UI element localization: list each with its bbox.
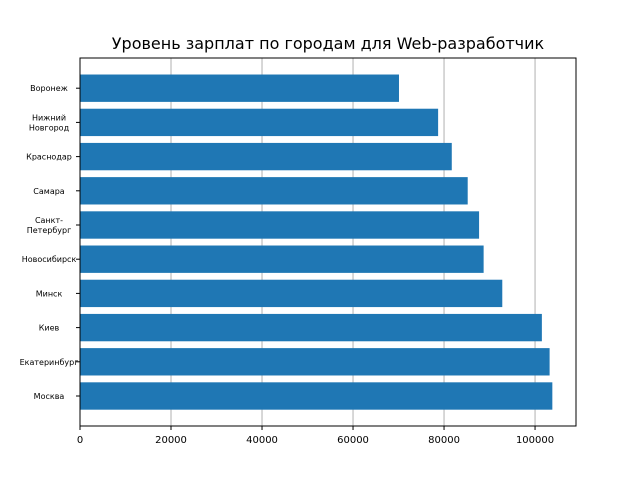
x-axis-ticks: 0 20000 40000 60000 80000 100000 xyxy=(77,426,554,446)
y-tick-label: Екатеринбург xyxy=(20,358,79,367)
y-tick-label: Минск xyxy=(36,289,63,298)
y-tick-label: Воронеж xyxy=(30,84,68,93)
y-tick-label: Самара xyxy=(33,187,65,196)
y-tick-label: Киев xyxy=(39,324,60,333)
bar xyxy=(80,74,399,102)
x-tick-label: 20000 xyxy=(155,435,187,446)
bar xyxy=(80,177,468,205)
x-tick-label: 60000 xyxy=(337,435,369,446)
plot-frame xyxy=(79,57,577,427)
y-tick-label: Нижний Новгород xyxy=(29,113,70,132)
y-tick-label: Москва xyxy=(34,392,65,401)
y-tick-label: Новосибирск xyxy=(22,255,77,264)
bar xyxy=(80,142,452,171)
bar xyxy=(80,348,550,376)
y-tick-label: Санкт-Петербург xyxy=(27,216,72,235)
bar xyxy=(80,313,542,342)
bar xyxy=(80,245,484,273)
bar xyxy=(80,279,503,308)
bar xyxy=(80,211,480,239)
x-tick-label: 40000 xyxy=(246,435,278,446)
x-tick-label: 80000 xyxy=(428,435,460,446)
x-tick-label: 100000 xyxy=(516,435,554,446)
bar xyxy=(80,108,439,137)
y-axis-ticks: Москва Екатеринбург Киев Минск Новосибирск Са… xyxy=(20,84,80,401)
chart-title: Уровень зарплат по городам для Web-разра… xyxy=(112,34,545,53)
bars xyxy=(80,74,553,410)
x-tick-label: 0 xyxy=(77,435,83,446)
bar xyxy=(80,382,553,410)
y-tick-label: Краснодар xyxy=(26,153,72,162)
